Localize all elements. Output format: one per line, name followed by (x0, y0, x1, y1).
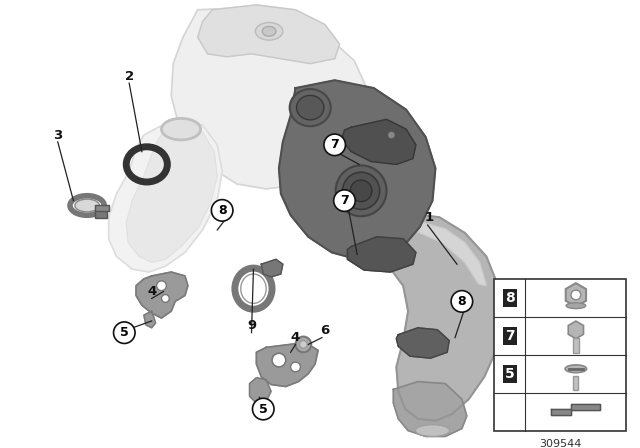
Circle shape (333, 190, 355, 211)
Text: 8: 8 (458, 295, 466, 308)
Circle shape (300, 340, 307, 349)
Polygon shape (359, 221, 486, 286)
Ellipse shape (387, 131, 396, 139)
Polygon shape (126, 125, 217, 262)
Text: 6: 6 (320, 324, 330, 337)
Ellipse shape (298, 98, 339, 147)
Circle shape (324, 134, 346, 155)
Text: 8: 8 (218, 204, 227, 217)
Ellipse shape (161, 118, 200, 140)
Bar (494, 279, 627, 431)
Text: 309544: 309544 (539, 439, 581, 448)
Polygon shape (136, 272, 188, 318)
Ellipse shape (342, 172, 380, 209)
Ellipse shape (75, 199, 99, 212)
Text: 7: 7 (505, 329, 515, 343)
Text: 5: 5 (505, 366, 515, 381)
Polygon shape (348, 237, 416, 272)
Text: 7: 7 (330, 138, 339, 151)
Circle shape (291, 362, 300, 372)
Ellipse shape (335, 165, 387, 216)
Ellipse shape (305, 106, 332, 138)
Ellipse shape (291, 90, 345, 154)
Bar (573, 338, 579, 353)
Text: 5: 5 (259, 402, 268, 416)
Ellipse shape (255, 22, 283, 40)
Polygon shape (394, 382, 467, 436)
Polygon shape (261, 259, 283, 277)
Ellipse shape (262, 26, 276, 36)
Polygon shape (552, 404, 600, 414)
Text: 8: 8 (505, 291, 515, 305)
Ellipse shape (241, 274, 266, 303)
Ellipse shape (290, 89, 331, 126)
Text: 1: 1 (425, 211, 434, 224)
Bar (95, 206, 109, 211)
Circle shape (253, 398, 274, 420)
Text: 4: 4 (147, 285, 156, 298)
Polygon shape (257, 342, 318, 387)
Bar (95, 211, 107, 218)
Circle shape (211, 200, 233, 221)
Circle shape (451, 291, 473, 312)
Circle shape (161, 294, 170, 302)
Ellipse shape (565, 365, 587, 373)
Circle shape (157, 281, 166, 291)
Text: 3: 3 (53, 129, 62, 142)
Text: 7: 7 (340, 194, 349, 207)
Bar (573, 375, 579, 390)
Text: 9: 9 (247, 319, 256, 332)
Text: 7: 7 (505, 329, 515, 343)
Polygon shape (250, 378, 271, 403)
Ellipse shape (415, 425, 450, 436)
Ellipse shape (566, 303, 586, 309)
Circle shape (571, 290, 580, 300)
Text: 8: 8 (505, 291, 515, 305)
Text: 5: 5 (120, 326, 129, 339)
Circle shape (296, 336, 311, 352)
Circle shape (272, 353, 285, 367)
Text: 2: 2 (125, 70, 134, 83)
Polygon shape (340, 213, 502, 421)
Polygon shape (342, 119, 416, 164)
Text: 4: 4 (291, 331, 300, 344)
Polygon shape (198, 5, 340, 64)
Polygon shape (279, 80, 435, 259)
Circle shape (113, 322, 135, 344)
Polygon shape (396, 328, 449, 358)
Polygon shape (109, 119, 222, 272)
Ellipse shape (350, 180, 372, 202)
Polygon shape (172, 8, 369, 189)
Text: 5: 5 (505, 366, 515, 381)
Polygon shape (144, 311, 156, 328)
Ellipse shape (296, 95, 324, 120)
